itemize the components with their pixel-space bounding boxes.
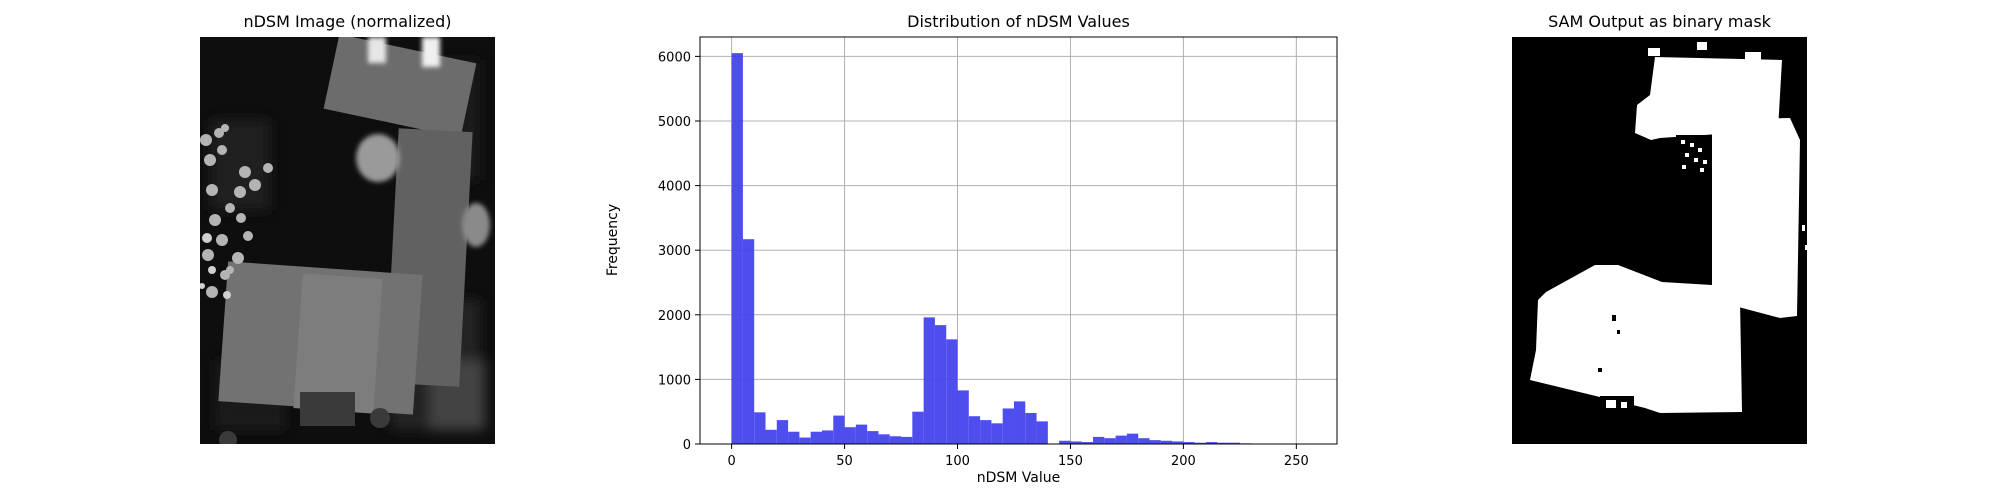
histogram-bar [765, 429, 777, 444]
histogram-bar [1217, 442, 1229, 444]
histogram-bar [968, 416, 981, 444]
right-panel-title: SAM Output as binary mask [1548, 12, 1771, 31]
histogram-bar [1070, 441, 1082, 444]
histogram-bar [1194, 442, 1206, 444]
histogram-bar [1228, 442, 1240, 444]
y-tick-label: 4000 [658, 180, 691, 195]
histogram-bar [844, 427, 856, 444]
histogram-bar [867, 431, 879, 444]
y-tick-label: 3000 [658, 244, 691, 259]
x-axis-ticks: 0 50 100 150 200 250 [727, 444, 1309, 469]
chart-title: Distribution of nDSM Values [907, 12, 1130, 31]
x-tick-label: 50 [836, 454, 853, 469]
histogram-bar [754, 412, 766, 444]
histogram-bar [1081, 442, 1094, 444]
chart-grid [700, 37, 1337, 445]
histogram-bar [1115, 435, 1127, 444]
y-tick-label: 2000 [658, 309, 691, 324]
histogram-bar [855, 424, 868, 444]
histogram-bar [1013, 401, 1026, 444]
histogram-bar [980, 420, 992, 444]
histogram-bar [799, 437, 811, 444]
y-axis-label: Frequency [605, 204, 621, 276]
y-tick-label: 0 [683, 438, 691, 453]
histogram-bar [889, 436, 902, 444]
histogram-bar [833, 415, 845, 444]
histogram-bar [901, 436, 913, 444]
x-tick-label: 150 [1058, 454, 1083, 469]
histogram-bar [1183, 442, 1195, 444]
histogram-bar [810, 431, 822, 444]
histogram-bar [912, 411, 924, 444]
histogram-bar [1149, 440, 1161, 444]
histogram-bar [1172, 441, 1184, 444]
histogram-bar [1036, 421, 1048, 444]
x-tick-label: 0 [727, 454, 735, 469]
binary-mask-image [1512, 37, 1807, 444]
histogram-bar [1205, 442, 1218, 444]
histogram-bar [1093, 436, 1105, 444]
histogram-bar [934, 325, 947, 444]
histogram-bar [946, 339, 958, 444]
histogram-bar [821, 430, 834, 444]
histogram-bar [788, 431, 800, 444]
histogram-bar [1138, 438, 1150, 444]
histogram-bar [731, 53, 743, 445]
x-tick-label: 200 [1171, 454, 1196, 469]
histogram-bar [957, 390, 969, 444]
histogram-bar [742, 239, 755, 444]
x-axis-label: nDSM Value [977, 470, 1061, 486]
y-tick-label: 5000 [658, 115, 691, 130]
histogram-bar [878, 434, 890, 444]
histogram-bar [1025, 412, 1037, 444]
histogram-bar [1059, 440, 1071, 444]
left-panel-title: nDSM Image (normalized) [243, 12, 452, 31]
histogram-bar [1104, 438, 1116, 444]
y-tick-label: 6000 [658, 50, 691, 65]
histogram-bar [1160, 440, 1173, 444]
histogram-bar [1002, 408, 1014, 444]
ndsm-image [200, 37, 495, 444]
histogram-bar [1126, 433, 1139, 444]
x-tick-label: 100 [945, 454, 970, 469]
histogram-bar [923, 317, 935, 444]
histogram-bar [776, 420, 789, 444]
histogram-chart: 0 50 100 150 200 250 0 1000 2000 3000 4000 5000 600… [605, 36, 1338, 486]
y-axis-ticks: 0 1000 2000 3000 4000 5000 6000 [658, 50, 700, 453]
histogram-bar [991, 423, 1003, 444]
chart-bars [731, 53, 1263, 445]
plot-frame [699, 36, 1338, 445]
x-tick-label: 250 [1284, 454, 1309, 469]
y-tick-label: 1000 [658, 373, 691, 388]
